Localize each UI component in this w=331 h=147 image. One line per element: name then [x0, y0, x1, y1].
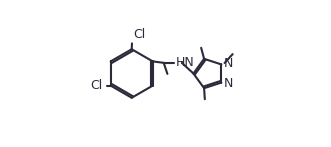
Text: HN: HN — [175, 56, 194, 69]
Text: Cl: Cl — [90, 79, 103, 92]
Text: N: N — [224, 57, 233, 70]
Text: N: N — [224, 77, 233, 90]
Text: Cl: Cl — [133, 28, 145, 41]
